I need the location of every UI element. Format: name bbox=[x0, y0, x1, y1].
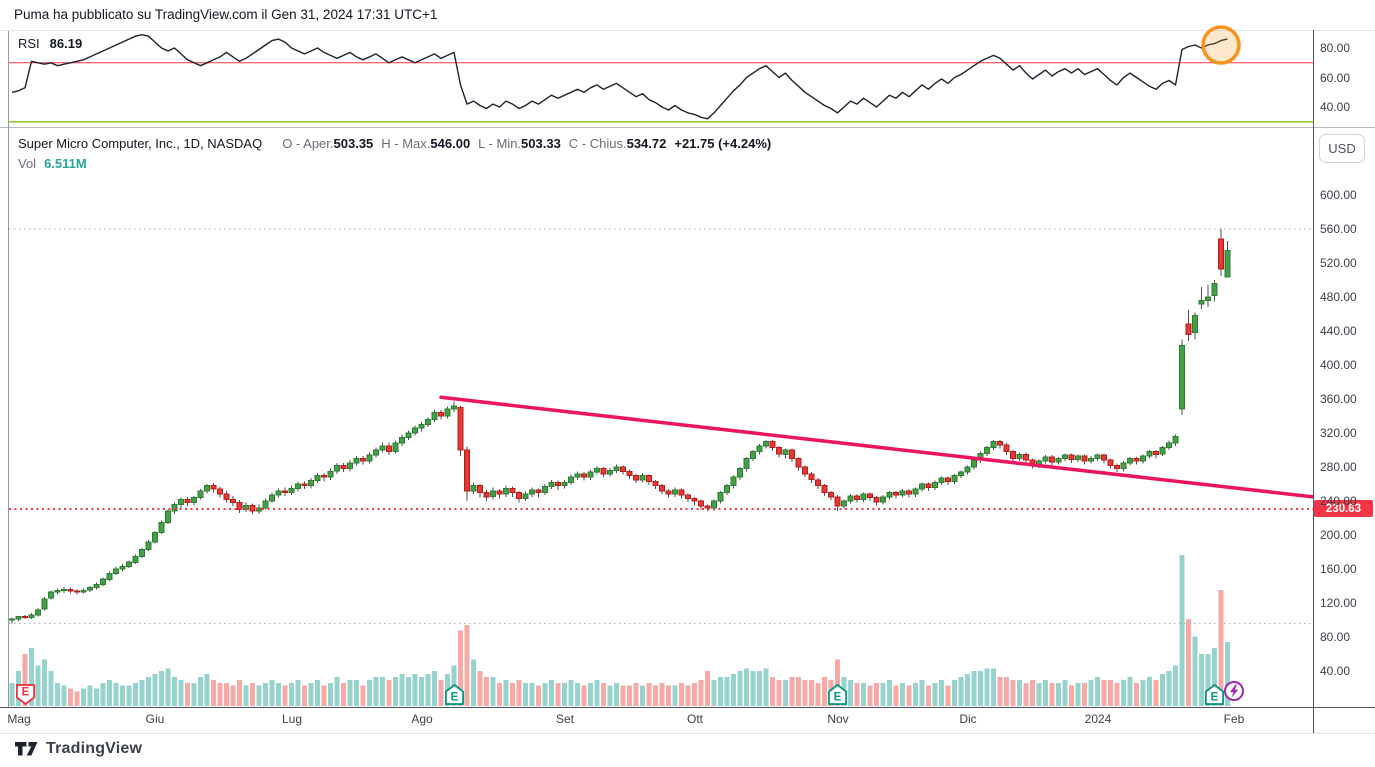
price-axis-label: 520.00 bbox=[1320, 256, 1357, 270]
time-axis-label: Nov bbox=[827, 712, 849, 726]
price-axis-label: 440.00 bbox=[1320, 324, 1357, 338]
price-axis-label: 280.00 bbox=[1320, 460, 1357, 474]
price-axis-label: 120.00 bbox=[1320, 596, 1357, 610]
svg-text:E: E bbox=[451, 691, 459, 703]
time-axis-label: Lug bbox=[281, 712, 303, 726]
volume-series bbox=[9, 555, 1230, 706]
earnings-marker[interactable]: E bbox=[827, 683, 848, 706]
earnings-marker[interactable]: E bbox=[1204, 683, 1225, 706]
close-value: 534.72 bbox=[626, 136, 667, 151]
time-axis-label: 2024 bbox=[1084, 712, 1112, 726]
close-label: C - Chius. bbox=[568, 136, 627, 151]
volume-value: 6.511M bbox=[44, 156, 87, 171]
symbol-title: Super Micro Computer, Inc., 1D, NASDAQ bbox=[18, 136, 263, 151]
price-axis-label: 320.00 bbox=[1320, 426, 1357, 440]
price-axis-label: 400.00 bbox=[1320, 358, 1357, 372]
time-axis-label: Mag bbox=[7, 712, 31, 726]
rsi-legend[interactable]: RSI 86.19 bbox=[18, 36, 82, 51]
price-axis-label: 600.00 bbox=[1320, 188, 1357, 202]
open-label: O - Aper. bbox=[282, 136, 334, 151]
svg-text:E: E bbox=[834, 691, 842, 703]
volume-label: Vol bbox=[18, 156, 37, 171]
event-lightning-marker[interactable] bbox=[1223, 680, 1244, 703]
rsi-value: 86.19 bbox=[49, 36, 83, 51]
price-line-label-badge: 230.63 bbox=[1314, 500, 1373, 517]
price-axis-label: 80.00 bbox=[1320, 630, 1351, 644]
high-value: 546.00 bbox=[430, 136, 471, 151]
share-header-text: Puma ha pubblicato su TradingView.com il… bbox=[14, 7, 438, 22]
rsi-line bbox=[11, 34, 1228, 120]
price-axis-label: 40.00 bbox=[1320, 664, 1351, 678]
time-axis-label: Feb bbox=[1223, 712, 1245, 726]
time-axis-label: Ago bbox=[411, 712, 433, 726]
rsi-axis-label: 60.00 bbox=[1320, 71, 1351, 85]
rsi-indicator-label: RSI bbox=[18, 36, 40, 51]
svg-text:E: E bbox=[22, 686, 30, 698]
rsi-axis-label: 40.00 bbox=[1320, 100, 1351, 114]
open-value: 503.35 bbox=[333, 136, 374, 151]
svg-text:E: E bbox=[1211, 691, 1219, 703]
high-label: H - Max. bbox=[381, 136, 431, 151]
earnings-marker[interactable]: E bbox=[15, 683, 36, 706]
candlestick-series bbox=[9, 229, 1231, 624]
tradingview-logo-icon bbox=[15, 742, 38, 756]
rsi-axis-label: 80.00 bbox=[1320, 41, 1351, 55]
tradingview-logo-text: TradingView bbox=[46, 740, 143, 757]
tradingview-logo[interactable]: TradingView bbox=[14, 740, 142, 758]
time-axis-label: Set bbox=[555, 712, 575, 726]
trendline[interactable] bbox=[439, 395, 1314, 499]
earnings-marker[interactable]: E bbox=[444, 683, 465, 706]
low-value: 503.33 bbox=[521, 136, 561, 151]
time-axis-label: Dic bbox=[959, 712, 977, 726]
volume-legend[interactable]: Vol 6.511M bbox=[18, 156, 87, 171]
price-axis-label: 360.00 bbox=[1320, 392, 1357, 406]
change-value: +21.75 (+4.24%) bbox=[674, 136, 772, 151]
time-axis-label: Ott bbox=[686, 712, 704, 726]
currency-usd-button[interactable]: USD bbox=[1319, 134, 1365, 163]
low-label: L - Min. bbox=[478, 136, 522, 151]
symbol-legend[interactable]: Super Micro Computer, Inc., 1D, NASDAQ O … bbox=[18, 136, 771, 151]
annotation-circle[interactable] bbox=[1201, 25, 1241, 65]
price-axis-label: 560.00 bbox=[1320, 222, 1357, 236]
price-axis-label: 160.00 bbox=[1320, 562, 1357, 576]
time-axis-label: Giu bbox=[145, 712, 165, 726]
price-axis-label: 240.00 bbox=[1320, 494, 1357, 508]
price-axis-label: 480.00 bbox=[1320, 290, 1357, 304]
price-axis-label: 200.00 bbox=[1320, 528, 1357, 542]
